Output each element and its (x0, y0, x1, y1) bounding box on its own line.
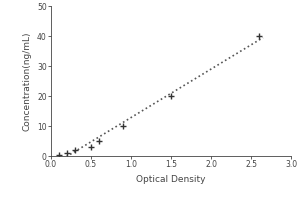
Y-axis label: Concentration(ng/mL): Concentration(ng/mL) (22, 31, 32, 131)
X-axis label: Optical Density: Optical Density (136, 175, 206, 184)
